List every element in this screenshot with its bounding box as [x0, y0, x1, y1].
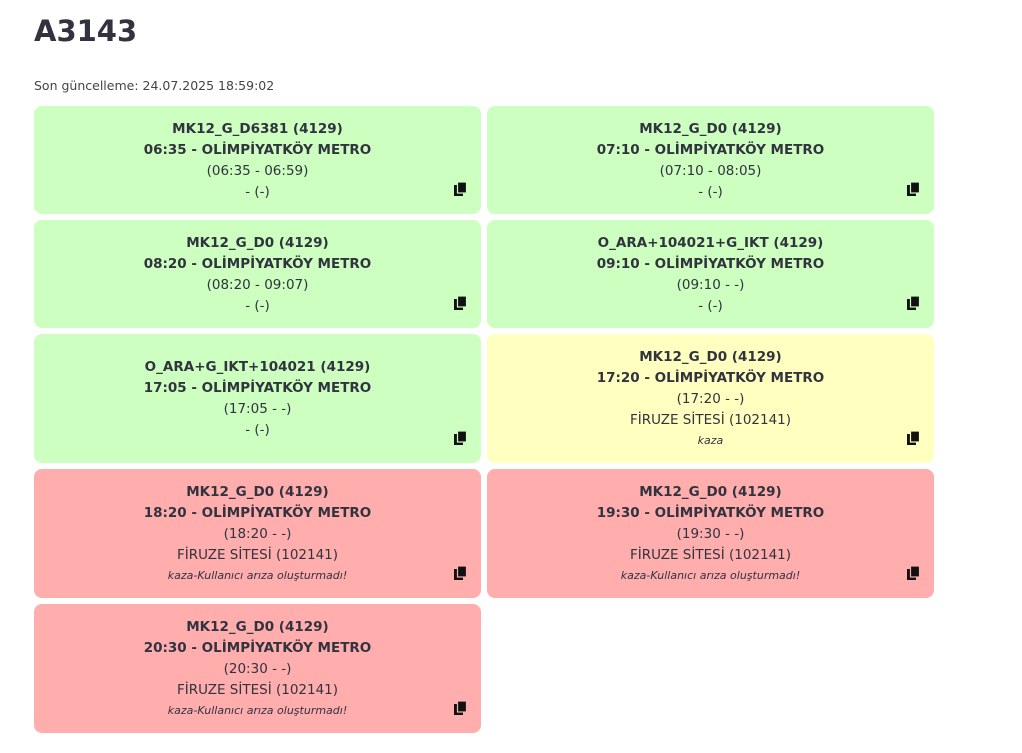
trip-card: O_ARA+G_IKT+104021 (4129) 17:05 - OLİMPİ… — [34, 334, 481, 463]
last-updated-label: Son güncelleme: 24.07.2025 18:59:02 — [34, 78, 275, 93]
trip-code: MK12_G_D0 (4129) — [186, 619, 329, 635]
trip-place: - (-) — [245, 183, 270, 200]
copy-icon[interactable] — [907, 566, 920, 580]
trip-card: MK12_G_D0 (4129) 07:10 - OLİMPİYATKÖY ME… — [487, 106, 934, 214]
trip-card: O_ARA+104021+G_IKT (4129) 09:10 - OLİMPİ… — [487, 220, 934, 328]
trip-time: (20:30 - -) — [223, 661, 292, 677]
trip-route: 18:20 - OLİMPİYATKÖY METRO — [143, 505, 372, 521]
trip-code: MK12_G_D0 (4129) — [639, 349, 782, 365]
copy-icon[interactable] — [454, 431, 467, 445]
copy-icon[interactable] — [454, 182, 467, 196]
trip-time: (17:20 - -) — [676, 391, 745, 407]
trip-card: MK12_G_D0 (4129) 18:20 - OLİMPİYATKÖY ME… — [34, 469, 481, 598]
trip-card-grid: MK12_G_D6381 (4129) 06:35 - OLİMPİYATKÖY… — [34, 106, 934, 733]
trip-route: 20:30 - OLİMPİYATKÖY METRO — [143, 640, 372, 656]
copy-icon[interactable] — [454, 296, 467, 310]
trip-route: 19:30 - OLİMPİYATKÖY METRO — [596, 505, 825, 521]
trip-place: - (-) — [245, 297, 270, 314]
trip-route: 07:10 - OLİMPİYATKÖY METRO — [596, 141, 825, 158]
trip-route: 09:10 - OLİMPİYATKÖY METRO — [596, 255, 825, 272]
trip-route: 06:35 - OLİMPİYATKÖY METRO — [143, 141, 372, 158]
trip-time: (09:10 - -) — [676, 276, 745, 293]
trip-route: 08:20 - OLİMPİYATKÖY METRO — [143, 255, 372, 272]
trip-card: MK12_G_D0 (4129) 17:20 - OLİMPİYATKÖY ME… — [487, 334, 934, 463]
trip-time: (08:20 - 09:07) — [206, 276, 309, 293]
trip-card: MK12_G_D0 (4129) 19:30 - OLİMPİYATKÖY ME… — [487, 469, 934, 598]
trip-note: kaza-Kullanıcı arıza oluşturmadı! — [167, 569, 348, 582]
page: A3143 Son güncelleme: 24.07.2025 18:59:0… — [34, 14, 934, 733]
copy-icon[interactable] — [907, 296, 920, 310]
trip-card: MK12_G_D0 (4129) 20:30 - OLİMPİYATKÖY ME… — [34, 604, 481, 733]
trip-place: - (-) — [698, 297, 723, 314]
trip-time: (06:35 - 06:59) — [206, 162, 309, 179]
copy-icon[interactable] — [907, 182, 920, 196]
trip-card: MK12_G_D6381 (4129) 06:35 - OLİMPİYATKÖY… — [34, 106, 481, 214]
trip-place: - (-) — [698, 183, 723, 200]
trip-code: MK12_G_D0 (4129) — [639, 120, 782, 137]
trip-note: kaza-Kullanıcı arıza oluşturmadı! — [620, 569, 801, 582]
page-title: A3143 — [34, 14, 138, 48]
trip-place: FİRUZE SİTESİ (102141) — [629, 547, 792, 563]
copy-icon[interactable] — [454, 566, 467, 580]
trip-code: MK12_G_D6381 (4129) — [172, 120, 343, 137]
copy-icon[interactable] — [454, 701, 467, 715]
trip-place: FİRUZE SİTESİ (102141) — [629, 412, 792, 428]
trip-card: MK12_G_D0 (4129) 08:20 - OLİMPİYATKÖY ME… — [34, 220, 481, 328]
trip-code: MK12_G_D0 (4129) — [186, 234, 329, 251]
trip-place: - (-) — [245, 422, 270, 438]
trip-code: O_ARA+G_IKT+104021 (4129) — [144, 359, 371, 375]
trip-place: FİRUZE SİTESİ (102141) — [176, 682, 339, 698]
trip-time: (19:30 - -) — [676, 526, 745, 542]
trip-time: (17:05 - -) — [223, 401, 292, 417]
trip-code: MK12_G_D0 (4129) — [186, 484, 329, 500]
trip-note: kaza-Kullanıcı arıza oluşturmadı! — [167, 704, 348, 717]
trip-place: FİRUZE SİTESİ (102141) — [176, 547, 339, 563]
trip-code: O_ARA+104021+G_IKT (4129) — [597, 234, 824, 251]
trip-code: MK12_G_D0 (4129) — [639, 484, 782, 500]
trip-route: 17:05 - OLİMPİYATKÖY METRO — [143, 380, 372, 396]
trip-time: (18:20 - -) — [223, 526, 292, 542]
copy-icon[interactable] — [907, 431, 920, 445]
trip-note: kaza — [697, 434, 724, 447]
trip-route: 17:20 - OLİMPİYATKÖY METRO — [596, 370, 825, 386]
trip-time: (07:10 - 08:05) — [659, 162, 762, 179]
